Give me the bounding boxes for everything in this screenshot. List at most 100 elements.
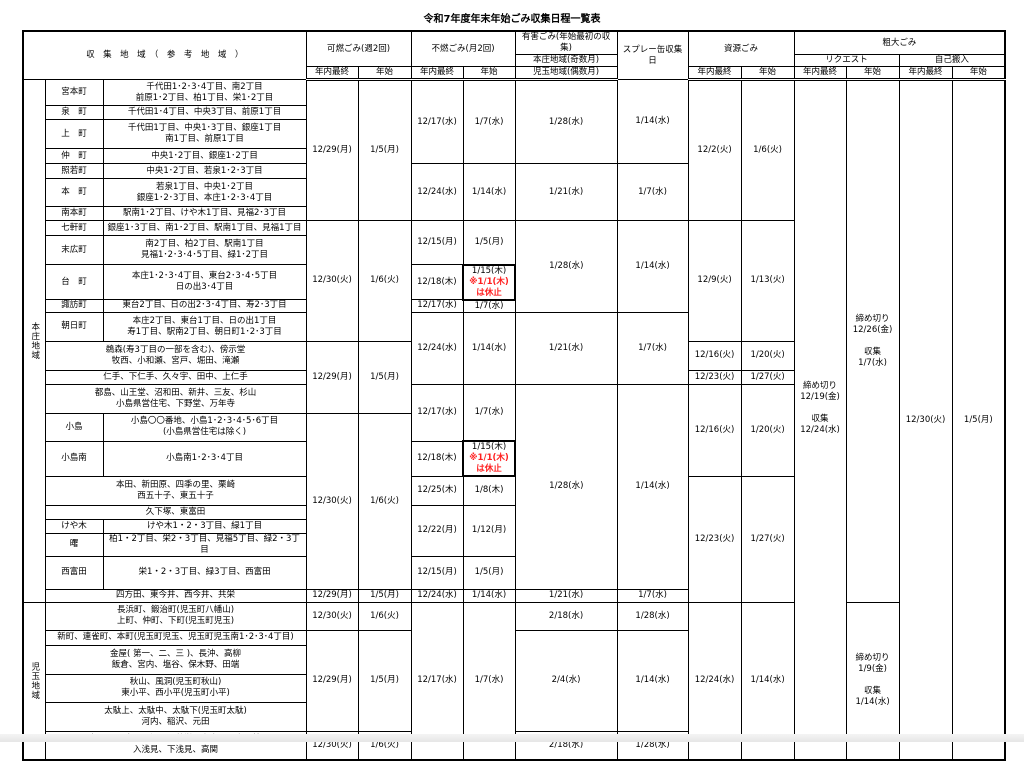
table-row: 久下塚、東富田 12/22(月) 1/12(月) [23, 504, 1005, 557]
schedule-cell-burnable-last: 12/29(月) [305, 79, 359, 221]
schedule-cell-nonburnable-first: 1/14(水) [462, 311, 516, 385]
schedule-cell-self-first: 1/5(月) [951, 79, 1006, 761]
header-bulky: 粗大ごみ [793, 30, 1006, 55]
table-row: 本 町若泉1丁目、中央1･2丁目 銀座1･2･3丁目、本庄1･2･3･4丁目 [23, 178, 1005, 207]
schedule-cell-nonburnable-last: 12/17(水) [410, 383, 464, 442]
area-detail: 千代田1･2･3･4丁目、南2丁目 前原1･2丁目、柏1丁目、栄1･2丁目 [102, 79, 307, 106]
area-detail: 本庄2丁目、東台1丁目、日の出1丁目 寿1丁目、駅南2丁目、朝日町1･2･3丁目 [102, 311, 307, 342]
schedule-cell-hazardous: 1/21(水) [514, 311, 618, 385]
header-hazardous: 有害ごみ(年始最初の収集) [514, 30, 618, 55]
town-name: 台 町 [44, 264, 104, 300]
header-resource-last: 年内最終 [687, 66, 742, 81]
schedule-cell-burnable-last: 12/29(月) [305, 340, 359, 414]
schedule-cell-spray: 1/14(水) [616, 79, 689, 164]
schedule-cell-resource-first: 1/20(火) [740, 383, 795, 477]
header-burnable-last: 年内最終 [305, 66, 359, 81]
town-name: 西富田 [44, 555, 104, 590]
schedule-cell-hazardous: 1/21(水) [514, 163, 618, 221]
town-name: 曙 [44, 532, 104, 557]
region-label: 本庄地域 [22, 79, 46, 603]
schedule-cell-nonburnable-last: 12/18(木) [410, 264, 464, 300]
schedule-cell-request-last: 締め切り 12/19(金) 収集 12/24(水) [793, 79, 847, 761]
header-resource: 資源ごみ [687, 30, 795, 67]
page-title: 令和7年度年末年始ごみ収集日程一覧表 [423, 14, 601, 25]
table-row: 都島、山王堂、沼和田、新井、三友、杉山 小島県営住宅、下野堂、万年寺 12/17(… [23, 383, 1005, 590]
area-name: 長浜町、鍛治町(児玉町八幡山) 上町、仲町、下町(児玉町児玉) [44, 601, 307, 631]
header-self: 自己搬入 [898, 54, 1006, 67]
schedule-cell-hazardous: 2/18(水) [514, 601, 618, 631]
schedule-cell-resource-last: 12/23(火) [687, 369, 742, 385]
town-name: 照若町 [44, 163, 104, 179]
schedule-cell-nonburnable-last: 12/15(月) [410, 555, 464, 590]
schedule-cell-nonburnable-first: 1/15(木) ※1/1(木) は休止 [462, 263, 517, 301]
town-name: 小島 [44, 412, 104, 442]
header-hazardous-honjo: 本庄地域(奇数月) [514, 54, 618, 67]
schedule-cell-nonburnable-last: 12/17(水) [410, 79, 464, 164]
schedule-cell-spray: 1/7(水) [616, 311, 689, 385]
schedule-cell-nonburnable-last: 12/24(水) [410, 588, 464, 603]
schedule-cell-hazardous: 1/21(水) [514, 588, 618, 603]
header-request: リクエスト [793, 54, 900, 67]
schedule-cell-burnable-last: 12/30(火) [305, 601, 359, 631]
schedule-cell-burnable-first: 1/5(月) [357, 79, 412, 221]
area-detail: 駅南1･2丁目、けや木1丁目、見福2･3丁目 [102, 206, 307, 221]
area-detail: 千代田1･4丁目、中央3丁目、前原1丁目 [102, 105, 307, 120]
schedule-body: 本庄地域 宮本町 千代田1･2･3･4丁目、南2丁目 前原1･2丁目、柏1丁目、栄1… [22, 79, 1006, 761]
schedule-cell-nonburnable-first: 1/8(木) [462, 475, 516, 506]
schedule-cell-resource-first: 1/6(火) [740, 79, 795, 221]
town-name: 仲 町 [44, 148, 104, 164]
schedule-cell-spray: 1/7(水) [616, 163, 689, 221]
suspension-note: ※1/1(木) は休止 [469, 453, 509, 474]
schedule-cell-nonburnable-first: 1/15(木) ※1/1(木) は休止 [462, 440, 517, 477]
town-name: 末広町 [44, 235, 104, 265]
schedule-cell-nonburnable-first: 1/7(水) [462, 299, 516, 313]
town-name: 泉 町 [44, 105, 104, 120]
schedule-cell-hazardous: 2/4(水) [514, 629, 618, 732]
schedule-cell-burnable-first: 1/6(火) [357, 601, 412, 631]
town-name: けや木 [44, 518, 104, 534]
schedule-cell-nonburnable-last: 12/15(月) [410, 220, 464, 265]
table-row: 末広町 南2丁目、柏2丁目、駅南1丁目 見福1･2･3･4･5丁目、緑1･2丁目 [23, 235, 1005, 265]
area-detail: 銀座1･3丁目、南1･2丁目、駅南1丁目、見福1丁目 [102, 220, 307, 236]
area-name: 鵜森(寿3丁目の一部を含む)、傍示堂 牧西、小和瀬、宮戸、堀田、滝瀬 [44, 340, 307, 371]
town-name: 小島南 [44, 440, 104, 477]
schedule-cell-burnable-last: 12/29(月) [305, 588, 359, 603]
schedule-cell-nonburnable-last: 12/22(月) [410, 504, 464, 557]
table-row: 曙柏1・2丁目、栄2・3丁目、見福5丁目、緑2・3丁目 [23, 532, 1005, 557]
area-detail: 小島南1･2･3･4丁目 [102, 440, 307, 477]
area-detail: 本庄1･2･3･4丁目、東台2･3･4･5丁目 日の出3･4丁目 [102, 264, 307, 300]
header-request-last: 年内最終 [793, 66, 847, 81]
schedule-cell-nonburnable-last: 12/18(木) [410, 440, 464, 477]
schedule-cell-nonburnable-first: 1/7(水) [462, 383, 516, 442]
schedule-cell-burnable-last: 12/30(火) [305, 412, 359, 590]
schedule-cell-burnable-last: 12/29(月) [305, 629, 359, 732]
table-row: 西富田 栄1・2・3丁目、緑3丁目、西富田 12/15(月) 1/5(月) [23, 555, 1005, 590]
town-name: 上 町 [44, 119, 104, 149]
header-hazardous-kodama: 児玉地域(偶数月) [514, 66, 618, 81]
schedule-cell-spray: 1/14(水) [616, 383, 689, 590]
header-nonburnable-first: 年始 [462, 66, 516, 81]
header-request-first: 年始 [845, 66, 900, 81]
area-name: 本田、新田原、四季の里、栗崎 西五十子、東五十子 [44, 475, 307, 506]
town-name: 朝日町 [44, 311, 104, 342]
table-row: けや木 けや木1・2・3丁目、緑1丁目 [23, 518, 1005, 534]
area-detail: 南2丁目、柏2丁目、駅南1丁目 見福1･2･3･4･5丁目、緑1･2丁目 [102, 235, 307, 265]
area-name: 秋山、風洞(児玉町秋山) 東小平、西小平(児玉町小平) [44, 673, 307, 703]
table-row: 四方田、東今井、西今井、共栄 12/29(月) 1/5(月) 12/24(水) 1/14… [23, 588, 1005, 603]
town-name: 南本町 [44, 206, 104, 221]
area-name: 都島、山王堂、沼和田、新井、三友、杉山 小島県営住宅、下野堂、万年寺 [44, 383, 307, 414]
schedule-cell-burnable-first: 1/5(月) [357, 629, 412, 732]
table-row: 照若町 中央1･2丁目、若泉1･2･3丁目 12/24(水) 1/14(水) 1/21(… [23, 163, 1005, 221]
area-name: 四方田、東今井、西今井、共栄 [44, 588, 307, 603]
header-burnable: 可燃ごみ(週2回) [305, 30, 412, 67]
schedule-cell-resource-first: 1/27(火) [740, 369, 795, 385]
schedule-cell-resource-last: 12/2(火) [687, 79, 742, 221]
schedule-cell-resource-last: 12/16(火) [687, 383, 742, 477]
area-detail: けや木1・2・3丁目、緑1丁目 [102, 518, 307, 534]
header-nonburnable-last: 年内最終 [410, 66, 464, 81]
schedule-cell-hazardous: 1/28(水) [514, 220, 618, 313]
area-name: 太駄上、太駄中、太駄下(児玉町太駄) 河内、稲沢、元田 [44, 701, 307, 732]
schedule-cell-nonburnable-first: 1/14(水) [462, 588, 516, 603]
schedule-cell-self-last: 12/30(火) [898, 79, 953, 761]
schedule-cell-resource-last: 12/23(火) [687, 475, 742, 603]
